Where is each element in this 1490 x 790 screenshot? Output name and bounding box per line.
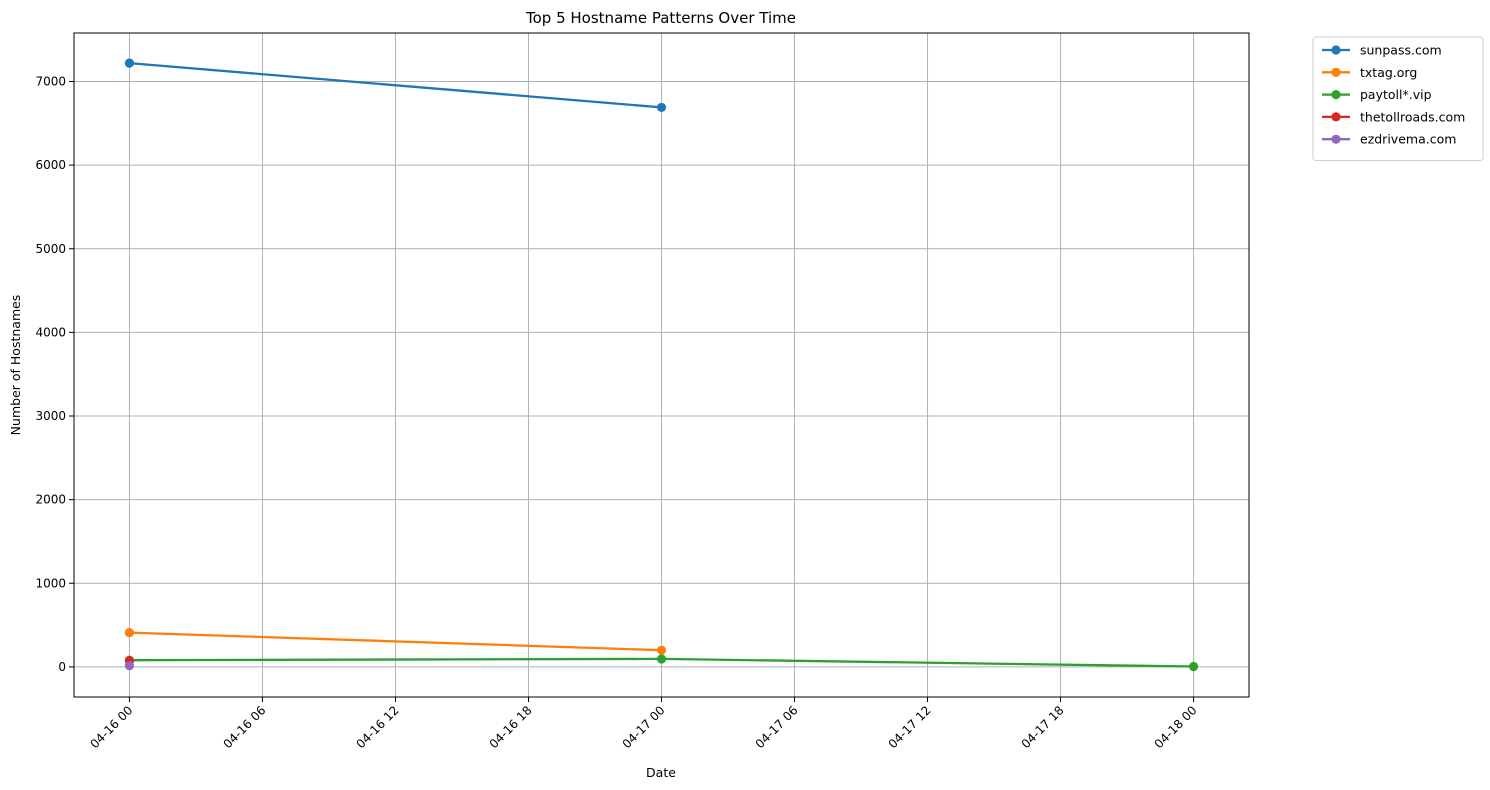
legend-item: sunpass.com <box>1322 43 1442 58</box>
legend-item: txtag.org <box>1322 65 1417 80</box>
x-axis: 04-16 00 04-16 06 04-16 12 04-16 18 04-17 00… <box>87 697 1200 751</box>
y-tick-label: 3000 <box>35 409 66 423</box>
x-tick-label: 04-18 00 <box>1152 703 1200 751</box>
y-tick-label: 7000 <box>35 75 66 89</box>
x-axis-label: Date <box>646 765 676 780</box>
x-tick-label: 04-17 06 <box>753 703 801 751</box>
legend-marker <box>1331 112 1341 122</box>
data-point <box>656 654 667 664</box>
legend-label: sunpass.com <box>1360 43 1442 58</box>
legend-label: paytoll*.vip <box>1360 87 1432 102</box>
legend-item: ezdrivema.com <box>1322 132 1456 147</box>
legend-label: txtag.org <box>1360 65 1417 80</box>
series <box>124 628 667 655</box>
legend-marker <box>1331 67 1341 77</box>
y-tick-label: 4000 <box>35 325 66 339</box>
data-point <box>1188 661 1199 672</box>
grid-lines <box>74 33 1249 697</box>
data-point <box>124 661 135 671</box>
x-tick-label: 04-17 18 <box>1019 703 1067 751</box>
legend-marker <box>1331 90 1341 100</box>
y-axis-label: Number of Hostnames <box>8 295 23 436</box>
legend: sunpass.com txtag.org paytoll*.vip thetollr… <box>1312 36 1484 161</box>
data-point <box>656 102 667 113</box>
y-tick-label: 6000 <box>35 158 66 172</box>
legend-item: thetollroads.com <box>1322 109 1465 124</box>
y-tick-label: 0 <box>58 660 66 674</box>
series <box>124 661 135 671</box>
x-tick-label: 04-17 00 <box>620 703 668 751</box>
legend-label: thetollroads.com <box>1360 109 1465 124</box>
x-tick-label: 04-17 12 <box>886 703 934 751</box>
y-axis: 0 1000 2000 3000 4000 5000 6000 7000 <box>35 75 74 674</box>
legend-label: ezdrivema.com <box>1360 132 1456 147</box>
x-tick-label: 04-16 18 <box>487 703 535 751</box>
x-tick-label: 04-16 00 <box>87 703 135 751</box>
x-tick-label: 04-16 06 <box>221 703 269 751</box>
series <box>124 58 667 113</box>
series-line <box>129 631 662 652</box>
chart-title: Top 5 Hostname Patterns Over Time <box>525 9 796 27</box>
x-tick-label: 04-16 12 <box>354 703 402 751</box>
y-tick-label: 5000 <box>35 242 66 256</box>
data-point <box>656 645 667 655</box>
data-point <box>124 58 135 68</box>
data-point <box>124 628 135 638</box>
series-line <box>129 61 662 109</box>
y-tick-label: 2000 <box>35 493 66 507</box>
y-tick-label: 1000 <box>35 576 66 590</box>
series-layer <box>124 58 1199 672</box>
legend-marker <box>1331 45 1341 55</box>
legend-frame <box>1312 36 1484 161</box>
legend-marker <box>1331 134 1341 144</box>
legend-item: paytoll*.vip <box>1322 87 1432 102</box>
